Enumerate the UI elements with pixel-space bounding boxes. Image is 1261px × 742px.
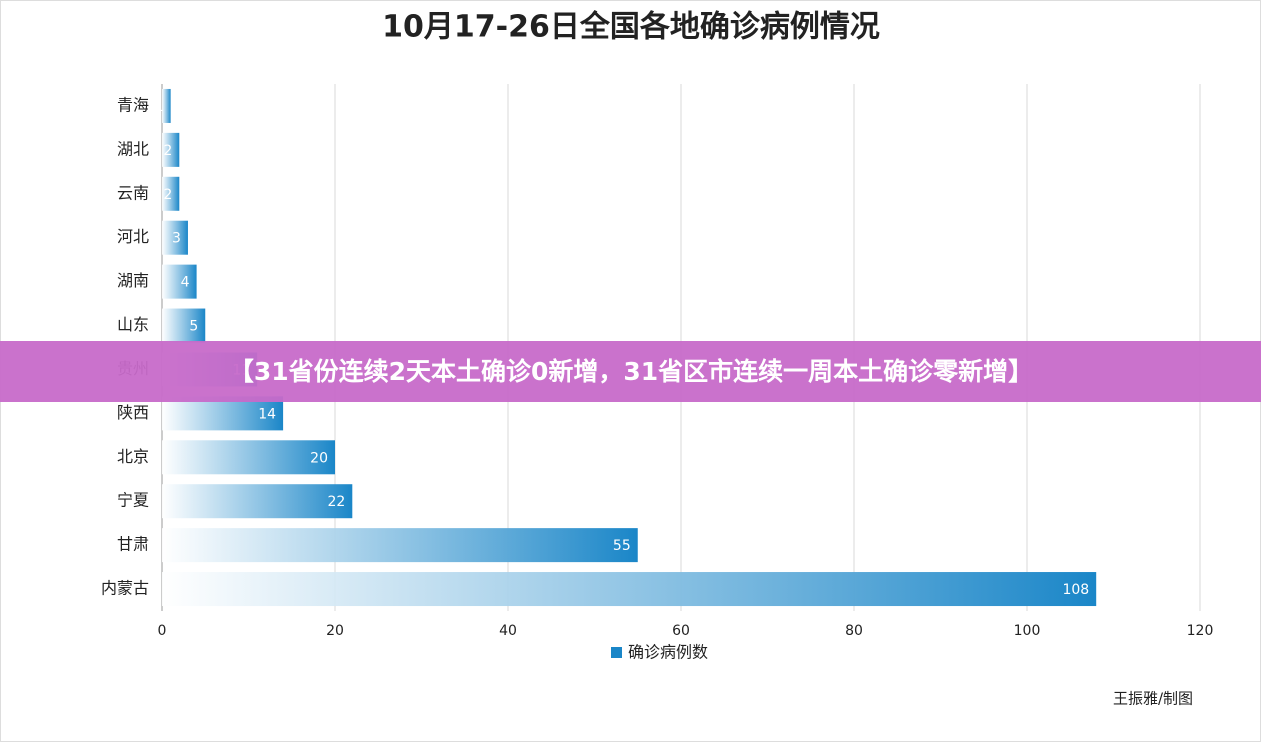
bar — [162, 176, 180, 211]
value-label: 5 — [189, 319, 198, 335]
banner-text: 【31省份连续2天本土确诊0新增，31省区市连续一周本土确诊零新增】 — [229, 357, 1033, 386]
legend-swatch — [611, 647, 622, 658]
bar — [162, 484, 353, 519]
x-tick-label: 60 — [672, 623, 690, 639]
y-tick-label: 青海 — [117, 95, 149, 114]
y-tick-label: 北京 — [117, 447, 149, 466]
chart-title: 10月17-26日全国各地确诊病例情况 — [382, 10, 880, 45]
bar — [162, 440, 335, 475]
y-tick-label: 湖南 — [117, 271, 149, 290]
y-tick-label: 内蒙古 — [101, 579, 149, 598]
value-label: 108 — [1062, 582, 1089, 598]
value-label: 2 — [163, 143, 172, 159]
x-tick-label: 0 — [158, 623, 167, 639]
bar — [162, 264, 197, 299]
value-label: 22 — [327, 494, 345, 510]
value-label: 2 — [163, 187, 172, 203]
y-tick-label: 宁夏 — [117, 491, 149, 510]
bar — [162, 88, 171, 123]
x-tick-label: 40 — [499, 623, 517, 639]
value-label: 3 — [172, 231, 181, 247]
y-tick-label: 山东 — [117, 315, 149, 334]
value-label: 14 — [258, 406, 276, 422]
bar — [162, 220, 188, 255]
x-tick-label: 100 — [1014, 623, 1041, 639]
legend-label: 确诊病例数 — [628, 643, 708, 662]
bar — [162, 396, 284, 431]
value-label: 20 — [310, 450, 328, 466]
y-tick-label: 云南 — [117, 183, 149, 202]
x-tick-label: 20 — [326, 623, 344, 639]
credit: 王振雅/制图 — [1113, 690, 1193, 708]
value-label: 1 — [155, 99, 164, 115]
y-tick-label: 河北 — [117, 227, 149, 246]
y-tick-label: 湖北 — [117, 139, 149, 158]
bar — [162, 528, 638, 563]
bar — [162, 132, 180, 167]
bar — [162, 572, 1097, 607]
banner-bg — [0, 341, 1261, 402]
value-label: 4 — [181, 275, 190, 291]
plot: 020406080100120青海1湖北2云南2河北3湖南4山东5贵州11陕西1… — [101, 84, 1213, 639]
bar — [162, 308, 206, 343]
y-tick-label: 陕西 — [117, 403, 149, 422]
x-tick-label: 120 — [1187, 623, 1214, 639]
y-tick-label: 甘肃 — [117, 535, 149, 554]
x-tick-label: 80 — [845, 623, 863, 639]
value-label: 55 — [613, 538, 631, 554]
